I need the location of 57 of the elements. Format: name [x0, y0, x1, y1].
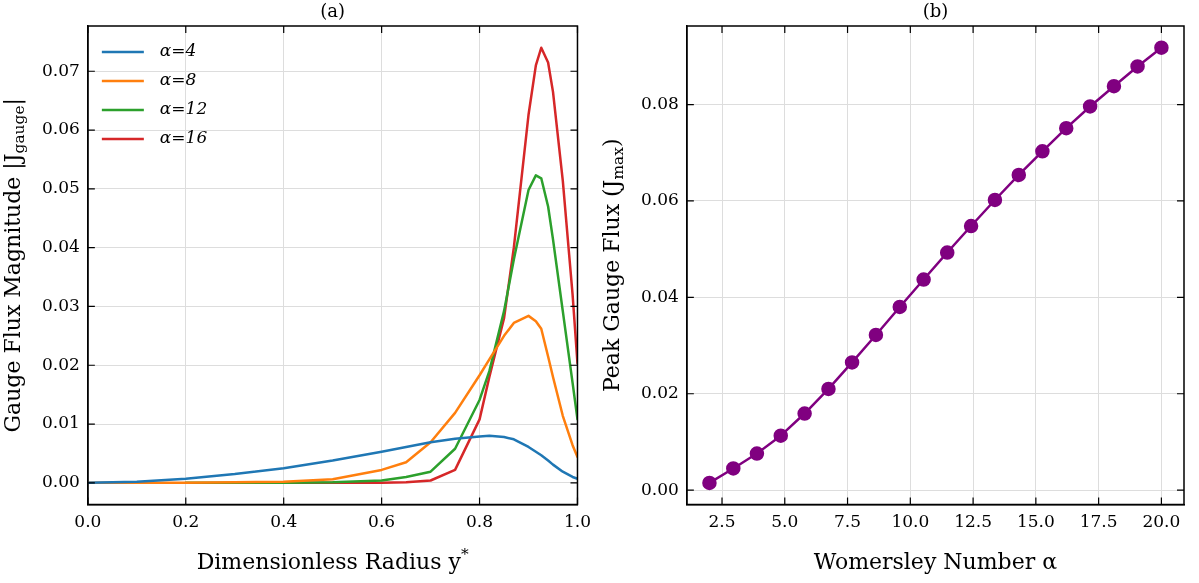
x-axis-title: Womersley Number α [813, 548, 1058, 574]
point [1011, 167, 1027, 183]
y-tick-label: 0.00 [640, 478, 679, 499]
y-tick-label: 0.05 [41, 177, 80, 198]
y-tick-label: 0.00 [41, 471, 80, 492]
point [1058, 120, 1074, 136]
y-tick-label: 0.04 [640, 285, 679, 306]
x-tick-label: 17.5 [1079, 511, 1118, 532]
x-tick-label: 12.5 [954, 511, 993, 532]
x-tick-label: 20.0 [1142, 511, 1181, 532]
point [1154, 40, 1169, 55]
y-axis-title: Gauge Flux Magnitude |Jgauge| [0, 98, 28, 433]
y-tick-label: 0.06 [41, 118, 80, 139]
point [821, 381, 836, 397]
y-tick-label: 0.02 [640, 382, 679, 403]
y-tick-label: 0.07 [41, 59, 80, 80]
y-tick-label: 0.03 [41, 294, 80, 315]
x-tick-label: 5.0 [771, 511, 799, 532]
x-tick-label: 10.0 [891, 511, 930, 532]
point [1035, 144, 1050, 159]
point [1130, 59, 1145, 74]
x-tick-label: 1.0 [563, 511, 592, 532]
y-tick-label: 0.01 [41, 412, 80, 433]
chart-title: (b) [922, 0, 949, 21]
point [987, 192, 1003, 208]
x-axis-title: Dimensionless Radius y* [196, 545, 469, 574]
y-tick-label: 0.04 [41, 236, 80, 257]
x-tick-label: 7.5 [834, 511, 862, 532]
y-tick-label: 0.06 [640, 189, 679, 210]
point [726, 461, 741, 476]
x-tick-label: 15.0 [1016, 511, 1055, 532]
x-tick-label: 2.5 [708, 511, 736, 532]
x-tick-label: 0.8 [466, 511, 494, 532]
legend-label: α=12 [159, 98, 208, 119]
point [892, 299, 908, 315]
point [844, 355, 860, 370]
chart-title: (a) [320, 0, 346, 21]
x-tick-label: 0.4 [270, 511, 298, 532]
point [939, 245, 955, 260]
point [916, 272, 931, 287]
legend-label: α=4 [159, 40, 197, 61]
y-tick-label: 0.02 [41, 353, 80, 374]
x-tick-label: 0.6 [368, 511, 396, 532]
point [773, 428, 789, 443]
point [1082, 99, 1098, 114]
legend-label: α=8 [159, 69, 197, 90]
y-tick-label: 0.08 [640, 92, 679, 113]
point [868, 327, 884, 343]
point [797, 406, 812, 421]
x-tick-label: 0.0 [74, 511, 102, 532]
point [963, 218, 979, 234]
legend-label: α=16 [159, 127, 208, 148]
x-tick-label: 0.2 [172, 511, 200, 532]
point [702, 475, 717, 491]
y-axis-title: Peak Gauge Flux (Jmax) [598, 138, 627, 393]
point [1106, 79, 1122, 94]
point [749, 446, 765, 461]
